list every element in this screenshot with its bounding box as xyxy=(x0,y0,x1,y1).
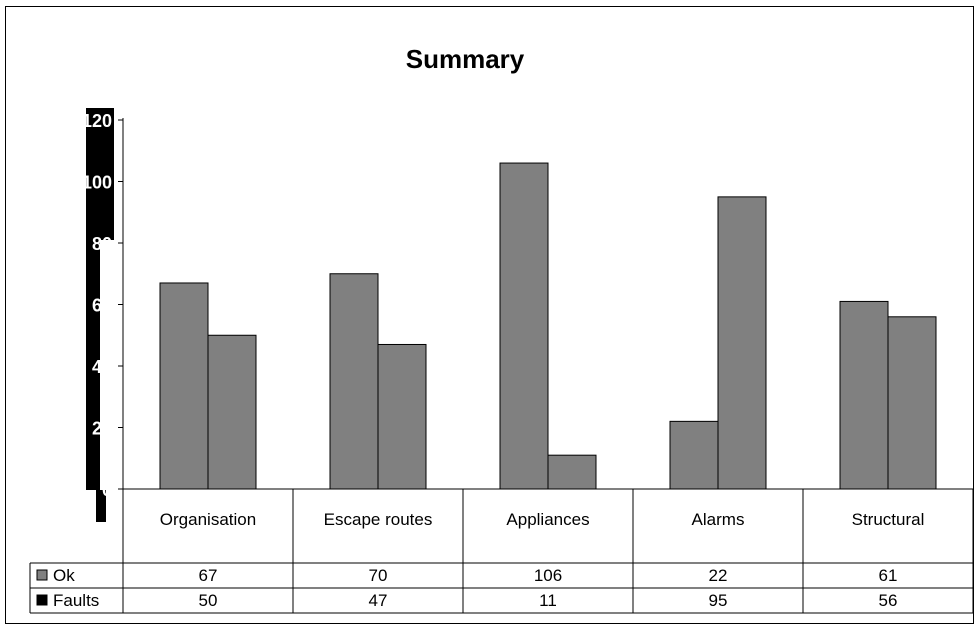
y-axis-label-block-upper xyxy=(86,108,114,240)
bar-faults-0 xyxy=(207,334,257,490)
bar-ok-4 xyxy=(839,300,889,490)
category-label: Appliances xyxy=(506,510,589,529)
y-tick-label: 80 xyxy=(92,234,112,254)
bar-ok-2 xyxy=(499,162,549,490)
table-cell-value: 61 xyxy=(879,566,898,585)
y-axis: 0 20 40 60 80 100 120 xyxy=(82,108,124,613)
table-cell-value: 56 xyxy=(879,591,898,610)
category-label: Alarms xyxy=(692,510,745,529)
bar-faults-3 xyxy=(717,196,767,490)
bar-faults-4 xyxy=(887,316,937,490)
bar-faults-2 xyxy=(547,454,597,490)
table-cell-value: 22 xyxy=(709,566,728,585)
table-cell-value: 50 xyxy=(199,591,218,610)
bar-ok-0 xyxy=(159,282,209,490)
legend-key-faults xyxy=(36,594,48,606)
bar-ok-3 xyxy=(669,420,719,490)
series-name-faults: Faults xyxy=(53,591,99,610)
category-label: Structural xyxy=(852,510,925,529)
table-cell-value: 67 xyxy=(199,566,218,585)
bar-faults-1 xyxy=(377,343,427,490)
bars xyxy=(159,162,937,490)
y-tick-label: 120 xyxy=(82,111,112,131)
table-cell-value: 47 xyxy=(369,591,388,610)
y-tick-label: 40 xyxy=(92,357,112,377)
chart-frame xyxy=(5,6,974,624)
category-label: Organisation xyxy=(160,510,256,529)
category-label: Escape routes xyxy=(324,510,433,529)
y-tick-label: 20 xyxy=(92,419,112,439)
data-table: Organisation Escape routes Appliances Alarm… xyxy=(29,488,974,614)
y-axis-label-block-middle xyxy=(86,240,100,490)
table-cell-value: 11 xyxy=(539,591,557,610)
y-tick-label: 100 xyxy=(82,173,112,193)
table-cell-value: 106 xyxy=(534,566,562,585)
series-name-ok: Ok xyxy=(53,566,75,585)
bar-ok-1 xyxy=(329,273,379,490)
y-axis-label-block-lower xyxy=(96,490,106,522)
y-tick-label: 0 xyxy=(102,480,112,500)
table-cell-value: 70 xyxy=(369,566,388,585)
chart-title: Summary xyxy=(406,44,525,74)
table-cell-value: 95 xyxy=(709,591,728,610)
y-tick-label: 60 xyxy=(92,296,112,316)
legend-key-ok xyxy=(36,569,48,581)
